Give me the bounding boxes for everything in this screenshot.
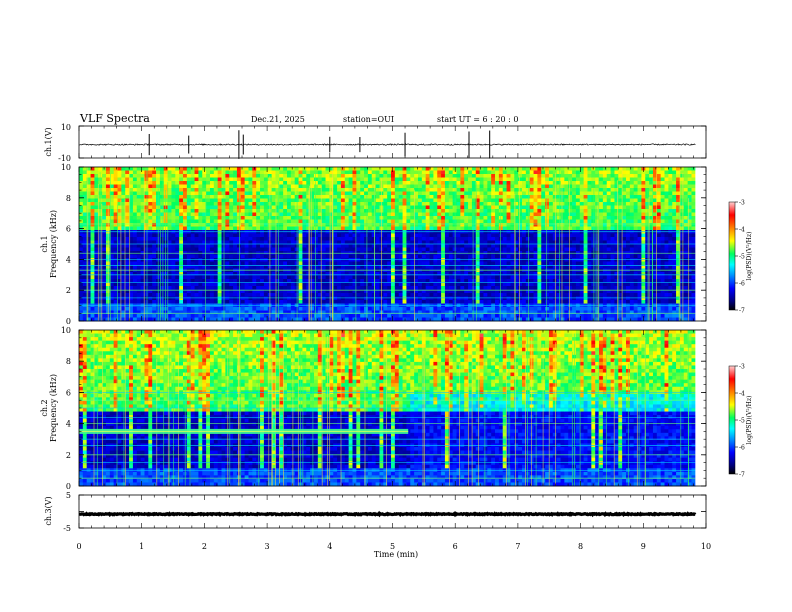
ch1-ytick-bottom: -10 xyxy=(58,154,71,163)
ch1-freq-tick-6: 6 xyxy=(66,225,71,234)
ch2-cb-tick-4: -4 xyxy=(739,391,745,398)
ch1-cb-tick-4: -4 xyxy=(739,227,745,234)
ch1-spec-label-frequency: Frequency (kHz) xyxy=(49,210,58,278)
ch1-y-ticks xyxy=(79,125,706,159)
ch1-cb-tick-6: -6 xyxy=(739,281,745,288)
ch2-cb-tick-7: -7 xyxy=(739,472,745,479)
ch1-freq-tick-4: 4 xyxy=(66,255,71,264)
time-tick-0: 0 xyxy=(76,542,81,551)
ch1-colorbar-label: log(PSD)(V²/Hz) xyxy=(746,232,753,281)
time-tick-1: 1 xyxy=(139,542,144,551)
ch2-cb-tick-5: -5 xyxy=(739,418,745,425)
ch1-freq-tick-0: 0 xyxy=(66,317,71,326)
ch1-cb-tick-5: -5 xyxy=(739,254,745,261)
ch2-colorbar xyxy=(728,365,736,475)
ch2-cb-tick-6: -6 xyxy=(739,445,745,452)
time-tick-2: 2 xyxy=(202,542,207,551)
waveform-line xyxy=(78,143,696,146)
ch3-y-label: ch.3(V) xyxy=(44,496,53,525)
ch1-waveform-panel: 10 -10 ch.1(V) xyxy=(44,123,707,163)
time-tick-5: 5 xyxy=(390,542,395,551)
ch1-freq-ticks: 0 2 4 6 8 10 xyxy=(61,163,706,326)
ch1-spectrogram-heatmap xyxy=(78,167,707,322)
time-axis-ticks: 0 1 2 3 4 5 6 7 8 9 10 xyxy=(76,126,711,551)
ch2-spec-label-frequency: Frequency (kHz) xyxy=(49,374,58,442)
time-tick-10: 10 xyxy=(701,542,711,551)
ch1-freq-tick-8: 8 xyxy=(66,194,71,203)
ch2-freq-tick-0: 0 xyxy=(66,482,71,491)
ch1-freq-tick-10: 10 xyxy=(61,163,71,172)
ch2-freq-tick-4: 4 xyxy=(66,420,71,429)
start-time-label: start UT = 6 : 20 : 0 xyxy=(437,115,518,124)
time-tick-9: 9 xyxy=(641,542,646,551)
ch1-y-label: ch.1(V) xyxy=(44,127,53,156)
ch2-spec-label-channel: ch.2 xyxy=(40,399,49,416)
ch2-cb-tick-3: -3 xyxy=(739,364,745,371)
ch3-ytick-top: 5 xyxy=(66,491,71,500)
time-tick-7: 7 xyxy=(515,542,520,551)
ch1-colorbar xyxy=(728,201,736,311)
time-tick-4: 4 xyxy=(327,542,332,551)
time-tick-3: 3 xyxy=(265,542,270,551)
ch1-colorbar-ticks: -3 -4 -5 -6 -7 xyxy=(735,200,745,315)
ch2-spectrogram-heatmap xyxy=(79,330,707,487)
ch2-freq-ticks: 0 2 4 6 8 10 xyxy=(61,326,706,491)
ch2-colorbar-ticks: -3 -4 -5 -6 -7 xyxy=(735,364,745,479)
ch2-freq-tick-8: 8 xyxy=(66,357,71,366)
ch2-freq-tick-6: 6 xyxy=(66,388,71,397)
ch2-freq-tick-2: 2 xyxy=(66,451,71,460)
ch3-waveform-panel: 5 -5 ch.3(V) xyxy=(44,491,707,533)
ch1-waveform-trace xyxy=(78,130,696,159)
time-tick-6: 6 xyxy=(453,542,458,551)
time-tick-8: 8 xyxy=(578,542,583,551)
station-label: station=OUI xyxy=(343,115,394,124)
ch3-waveform-trace xyxy=(79,510,697,518)
ch2-freq-tick-10: 10 xyxy=(61,326,71,335)
time-axis-label: Time (min) xyxy=(374,550,418,559)
ch3-ytick-bottom: -5 xyxy=(63,524,71,533)
ch1-cb-tick-7: -7 xyxy=(739,308,745,315)
ch1-ytick-top: 10 xyxy=(61,123,71,132)
ch2-colorbar-label: log(PSD)(V²/Hz) xyxy=(746,396,753,445)
figure-title: VLF Spectra xyxy=(79,112,150,125)
date-label: Dec.21, 2025 xyxy=(251,115,305,124)
ch1-freq-tick-2: 2 xyxy=(66,286,71,295)
ch1-cb-tick-3: -3 xyxy=(739,200,745,207)
waveform-line xyxy=(79,510,697,518)
ch3-y-ticks xyxy=(79,494,706,529)
ch1-spec-label-channel: ch.1 xyxy=(40,235,49,252)
